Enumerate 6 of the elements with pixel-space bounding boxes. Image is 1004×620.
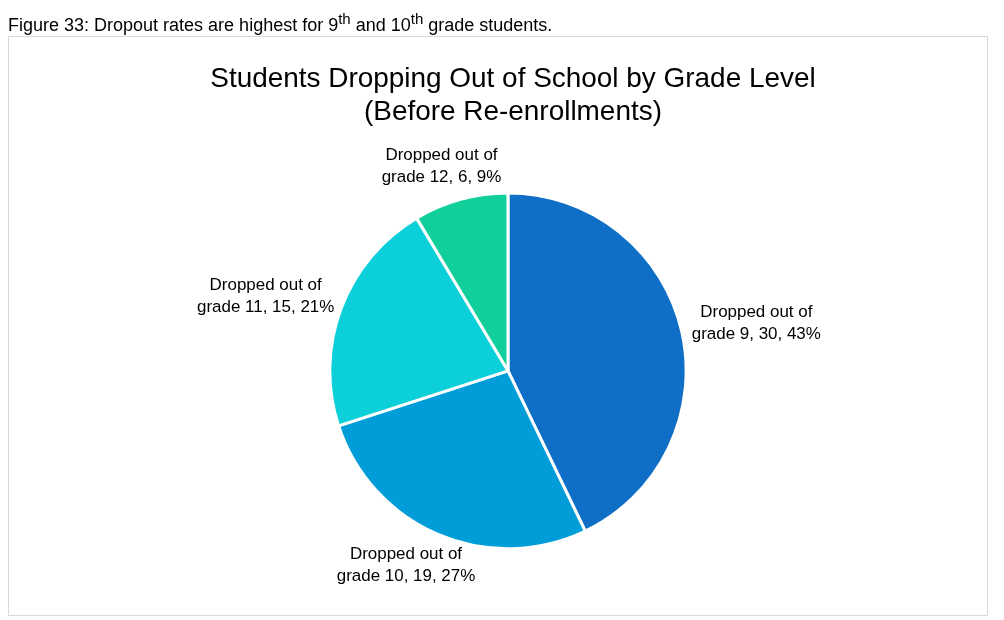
slice-label: Dropped out of grade 9, 30, 43%	[691, 302, 821, 344]
slice-label: Dropped out of grade 12, 6, 9%	[381, 145, 502, 187]
slice-label: Dropped out of grade 11, 15, 21%	[197, 275, 335, 317]
chart-title: Students Dropping Out of School by Grade Level (Before Re-enrollments)	[210, 61, 816, 127]
slice-label: Dropped out of grade 10, 19, 27%	[336, 544, 476, 586]
caption: Figure 33: Dropout rates are highest for 9$^{th}$ and 10$^{th}$ grade students.	[8, 9, 554, 36]
